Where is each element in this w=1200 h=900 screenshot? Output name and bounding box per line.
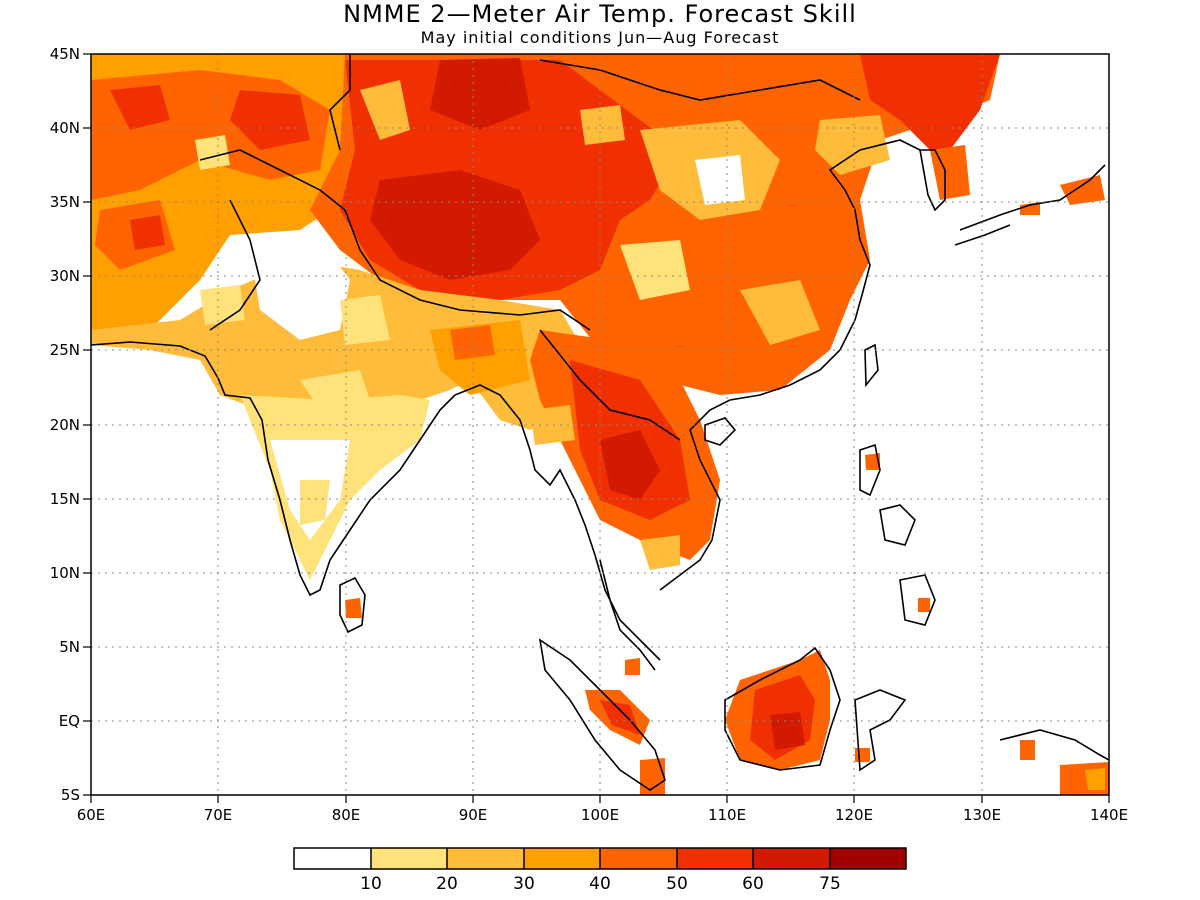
- lat-label: 5S: [61, 786, 80, 804]
- lon-label: 110E: [708, 806, 746, 824]
- colorbar-label: 60: [742, 874, 764, 894]
- lat-label: EQ: [59, 712, 80, 730]
- lon-labels: 60E 70E 80E 90E 100E 110E 120E 130E 140E: [77, 806, 1128, 824]
- colorbar-swatch: [371, 848, 447, 869]
- skill-shading: [91, 54, 1109, 795]
- colorbar-label: 50: [666, 874, 688, 894]
- colorbar-swatch: [753, 848, 830, 869]
- colorbar-swatch: [294, 848, 371, 869]
- lat-label: 40N: [50, 119, 80, 137]
- tick-marks: [83, 53, 1110, 803]
- lat-label: 30N: [50, 267, 80, 285]
- colorbar-swatch: [600, 848, 677, 869]
- lat-label: 20N: [50, 416, 80, 434]
- lat-label: 25N: [50, 341, 80, 359]
- lon-label: 60E: [77, 806, 106, 824]
- lat-labels: 45N 40N 35N 30N 25N 20N 15N 10N 5N EQ 5S: [50, 45, 80, 804]
- colorbar: 10 20 30 40 50 60 75: [293, 847, 907, 894]
- lon-label: 140E: [1090, 806, 1128, 824]
- lat-label: 10N: [50, 564, 80, 582]
- colorbar-label: 30: [513, 874, 535, 894]
- colorbar-label: 10: [360, 874, 382, 894]
- colorbar-label: 40: [589, 874, 611, 894]
- lon-label: 100E: [581, 806, 619, 824]
- colorbar-label: 20: [436, 874, 458, 894]
- colorbar-swatch: [524, 848, 600, 869]
- colorbar-label: 75: [819, 874, 841, 894]
- lon-label: 90E: [459, 806, 488, 824]
- lon-label: 80E: [332, 806, 361, 824]
- lat-label: 35N: [50, 193, 80, 211]
- lon-label: 130E: [963, 806, 1001, 824]
- lon-label: 120E: [835, 806, 873, 824]
- lat-label: 5N: [59, 638, 80, 656]
- colorbar-swatch: [677, 848, 753, 869]
- colorbar-swatch: [447, 848, 524, 869]
- lat-label: 15N: [50, 490, 80, 508]
- colorbar-swatch: [830, 848, 906, 869]
- map-subtitle: May initial conditions Jun—Aug Forecast: [420, 28, 780, 47]
- lat-label: 45N: [50, 45, 80, 63]
- map-title: NMME 2—Meter Air Temp. Forecast Skill: [343, 0, 857, 28]
- gridlines: [91, 54, 1109, 795]
- lon-label: 70E: [204, 806, 233, 824]
- coastlines: [91, 54, 1109, 791]
